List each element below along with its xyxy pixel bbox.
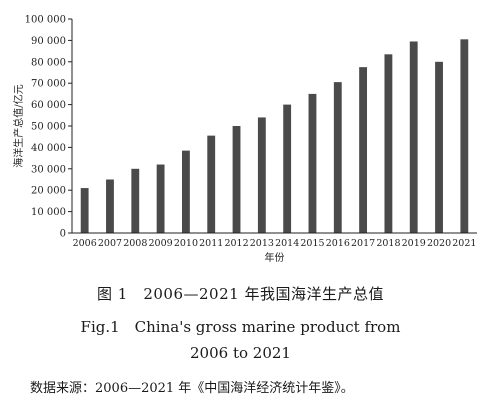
y-tick-label: 10 000: [31, 207, 66, 218]
x-tick-label: 2018: [376, 238, 400, 249]
y-tick-label: 50 000: [31, 122, 66, 133]
y-tick-label: 20 000: [31, 186, 66, 197]
x-tick-label: 2016: [326, 238, 350, 249]
bar-2011: [207, 135, 216, 233]
x-tick-label: 2013: [250, 238, 274, 249]
y-tick-label: 0: [60, 229, 66, 240]
x-axis-ticks: 2006 2007 2008 2009 2010 2011 2012 2013 2014 2015…: [73, 238, 477, 249]
x-tick-label: 2020: [427, 238, 451, 249]
bar-2014: [283, 104, 292, 233]
x-axis-label: 年份: [265, 251, 285, 264]
figure-caption-english-line1: Fig.1 China's gross marine product from: [80, 318, 401, 336]
x-tick-label: 2010: [174, 238, 198, 249]
y-axis-label: 海洋生产总值/亿元: [12, 84, 25, 167]
bar-2018: [384, 54, 393, 234]
x-tick-label: 2006: [73, 238, 97, 249]
bar-2010: [181, 150, 190, 233]
bar-2020: [435, 61, 443, 233]
x-tick-label: 2008: [123, 238, 147, 249]
figure-caption-english-line2: 2006 to 2021: [190, 344, 291, 362]
y-tick-label: 40 000: [31, 143, 66, 154]
x-tick-label: 2009: [149, 238, 173, 249]
bar-2015: [308, 93, 317, 234]
x-tick-label: 2007: [98, 238, 122, 249]
bar-2013: [257, 117, 266, 233]
bar-2009: [156, 164, 165, 233]
bars: [80, 39, 469, 234]
bar-2006: [80, 188, 89, 233]
bar-2019: [409, 41, 418, 233]
bar-2007: [106, 179, 114, 233]
y-tick-label: 100 000: [25, 15, 66, 26]
y-tick-label: 70 000: [31, 79, 66, 90]
figure-caption-chinese: 图 1 2006—2021 年我国海洋生产总值: [97, 285, 384, 303]
bar-2017: [359, 67, 368, 234]
x-tick-label: 2011: [199, 238, 223, 249]
y-tick-label: 90 000: [31, 36, 66, 47]
y-tick-label: 60 000: [31, 100, 66, 111]
x-tick-label: 2021: [452, 238, 476, 249]
bar-2012: [232, 126, 241, 233]
x-tick-label: 2012: [224, 238, 248, 249]
x-tick-label: 2019: [402, 238, 426, 249]
bar-2016: [333, 82, 342, 233]
x-tick-label: 2017: [351, 238, 375, 249]
y-tick-label: 80 000: [31, 57, 66, 68]
bar-2021: [460, 39, 469, 233]
y-tick-label: 30 000: [31, 164, 66, 175]
bar-chart: 0 10 000 20 000 30 000 40 000 50 000 60 000 70 …: [12, 15, 477, 264]
x-tick-label: 2015: [300, 238, 324, 249]
bar-2008: [131, 168, 140, 233]
data-source-note: 数据来源：2006—2021 年《中国海洋经济统计年鉴》。: [30, 381, 354, 396]
x-tick-label: 2014: [275, 238, 299, 249]
y-axis-ticks: 0 10 000 20 000 30 000 40 000 50 000 60 000 70 …: [25, 15, 72, 240]
